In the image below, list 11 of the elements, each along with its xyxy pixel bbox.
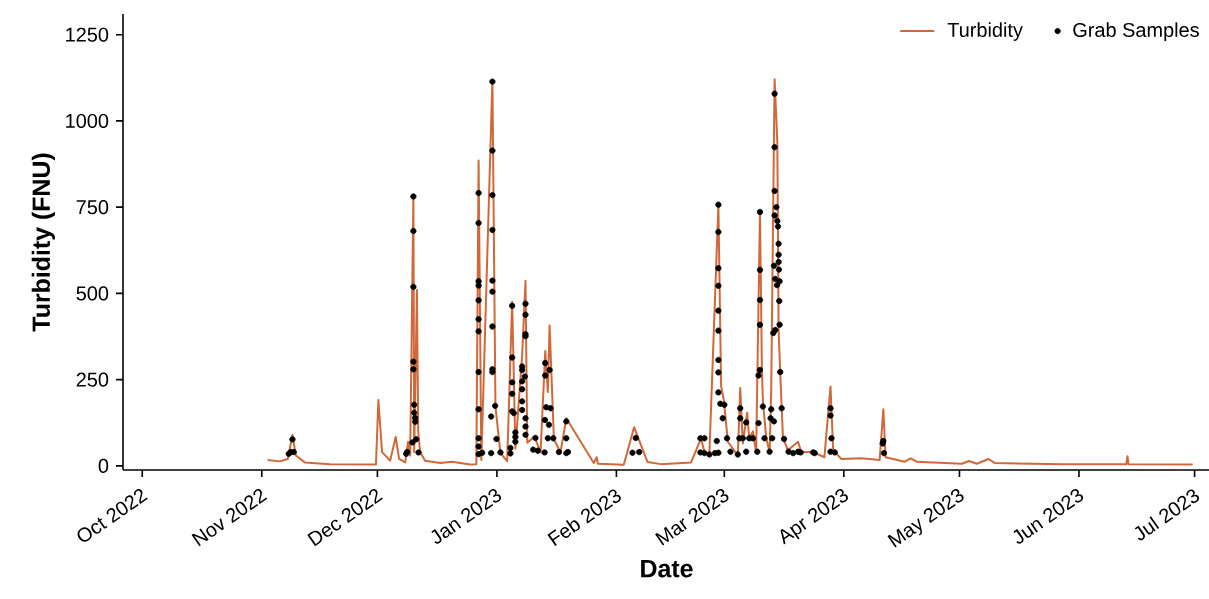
y-tick-label: 750 xyxy=(76,200,109,215)
legend-label: Turbidity xyxy=(947,22,1023,41)
y-tick-label: 0 xyxy=(98,458,109,473)
y-tick-label: 1000 xyxy=(66,113,109,128)
y-tick-label: 500 xyxy=(76,286,109,301)
legend-label: Grab Samples xyxy=(1073,22,1199,41)
x-axis-title: Date xyxy=(641,560,693,578)
y-tick-label: 1250 xyxy=(66,27,109,42)
line-series xyxy=(266,78,1194,466)
y-axis-title: Turbidity (FNU) xyxy=(31,153,55,332)
y-tick-label: 250 xyxy=(76,372,109,387)
